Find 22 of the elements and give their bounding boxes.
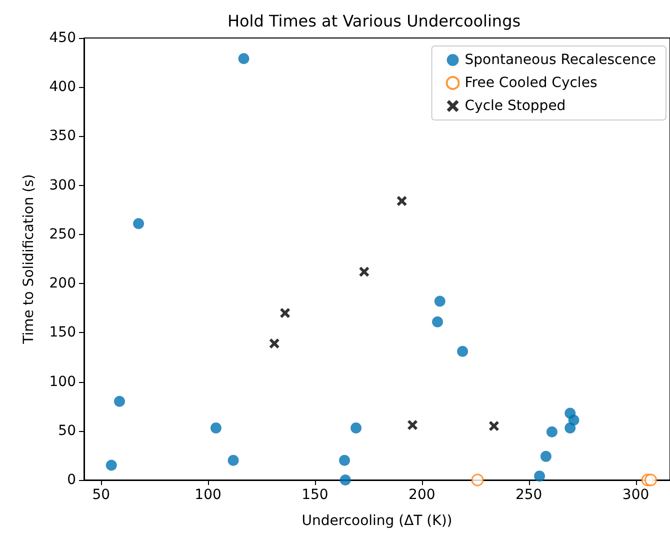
- legend-label: Free Cooled Cycles: [464, 75, 598, 91]
- x-tick-label: 50: [92, 487, 110, 503]
- x-tick-label: 200: [408, 487, 436, 503]
- x-tick-label: 300: [622, 487, 650, 503]
- chart-title: Hold Times at Various Undercoolings: [227, 12, 521, 30]
- y-tick-label: 50: [58, 422, 76, 439]
- x-tick-label: 100: [194, 487, 222, 503]
- x-axis-title: Undercooling (ΔT (K)): [302, 513, 452, 529]
- legend-label: Spontaneous Recalescence: [464, 52, 656, 68]
- legend-label: Cycle Stopped: [464, 98, 566, 114]
- x-tick-label: 150: [302, 487, 328, 503]
- y-tick-label: 450: [49, 30, 76, 46]
- y-tick-label: 250: [49, 226, 76, 242]
- y-tick-label: 400: [49, 79, 76, 96]
- y-tick-label: 200: [49, 276, 76, 292]
- y-tick-label: 0: [67, 472, 76, 488]
- y-tick-label: 150: [49, 324, 76, 341]
- y-tick-label: 350: [49, 128, 76, 144]
- y-tick-label: 300: [49, 177, 76, 194]
- y-tick-label: 100: [49, 374, 76, 390]
- x-tick-label: 250: [515, 487, 542, 503]
- y-axis-title: Time to Solidification (s): [21, 174, 37, 345]
